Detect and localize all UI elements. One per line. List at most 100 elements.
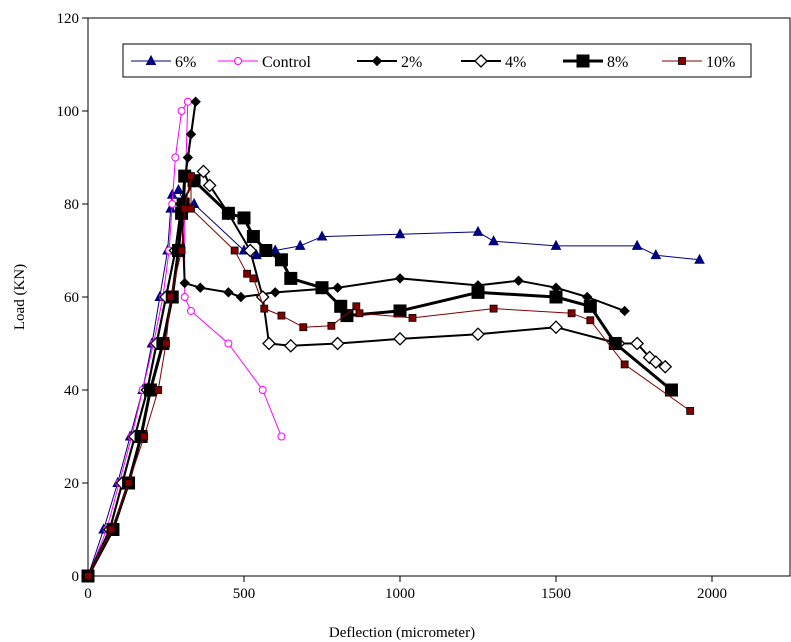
data-point bbox=[630, 336, 645, 351]
data-point bbox=[274, 253, 288, 267]
data-point bbox=[393, 331, 407, 346]
data-point bbox=[327, 321, 336, 330]
x-tick-label: 1000 bbox=[385, 586, 415, 602]
data-point bbox=[352, 302, 361, 311]
data-point bbox=[488, 235, 499, 246]
data-point bbox=[277, 311, 286, 320]
data-point bbox=[185, 129, 197, 140]
data-point bbox=[260, 304, 269, 313]
data-point bbox=[586, 316, 595, 325]
data-point bbox=[686, 407, 695, 415]
plot-area bbox=[87, 17, 791, 577]
data-point bbox=[186, 306, 195, 315]
data-point bbox=[277, 432, 286, 441]
data-point bbox=[355, 309, 364, 318]
data-point bbox=[658, 359, 673, 374]
data-point bbox=[187, 204, 195, 213]
data-point bbox=[177, 246, 186, 255]
data-point bbox=[183, 97, 192, 106]
data-point bbox=[650, 249, 662, 260]
data-point bbox=[171, 153, 180, 162]
legend-label: 10% bbox=[706, 54, 735, 71]
data-point bbox=[195, 282, 206, 293]
data-point bbox=[619, 305, 630, 317]
data-point bbox=[179, 277, 190, 289]
data-point bbox=[269, 287, 281, 298]
x-tick-label: 1500 bbox=[541, 586, 571, 602]
data-point bbox=[187, 172, 195, 181]
data-point bbox=[243, 269, 252, 278]
data-point bbox=[243, 243, 258, 258]
y-axis-title: Load (KN) bbox=[12, 264, 28, 330]
data-point bbox=[258, 386, 267, 394]
data-point bbox=[315, 281, 329, 295]
legend-item: 8% bbox=[563, 54, 628, 71]
series-line bbox=[87, 101, 282, 577]
data-point bbox=[162, 339, 170, 348]
data-point bbox=[549, 290, 563, 304]
data-point bbox=[230, 246, 239, 255]
data-point bbox=[283, 338, 298, 353]
x-tick-label: 500 bbox=[233, 586, 256, 602]
data-point bbox=[182, 152, 194, 163]
y-tick-label: 0 bbox=[72, 569, 80, 585]
y-tick-label: 20 bbox=[64, 476, 79, 492]
legend-item: Control bbox=[218, 54, 311, 71]
data-point bbox=[340, 309, 354, 323]
data-point bbox=[221, 206, 235, 220]
data-point bbox=[471, 327, 485, 342]
data-point bbox=[330, 336, 345, 351]
y-tick-label: 80 bbox=[64, 197, 79, 213]
legend-marker bbox=[371, 55, 383, 67]
data-point bbox=[284, 271, 298, 285]
data-point bbox=[259, 244, 273, 257]
data-point bbox=[154, 386, 163, 394]
data-point bbox=[567, 309, 576, 318]
data-point bbox=[262, 336, 276, 351]
data-point bbox=[408, 314, 417, 322]
y-tick-label: 60 bbox=[64, 290, 79, 306]
legend-label: 4% bbox=[505, 54, 526, 71]
data-point bbox=[251, 249, 262, 260]
data-point bbox=[224, 339, 233, 348]
data-point bbox=[489, 304, 498, 313]
data-point bbox=[177, 107, 186, 115]
data-point bbox=[513, 275, 524, 286]
data-point bbox=[583, 299, 597, 313]
data-point bbox=[694, 253, 705, 264]
data-point bbox=[235, 291, 247, 303]
data-point bbox=[550, 239, 562, 250]
data-point bbox=[107, 525, 116, 534]
legend-marker bbox=[474, 54, 488, 68]
y-tick-label: 100 bbox=[57, 104, 80, 120]
data-point bbox=[394, 273, 406, 284]
x-axis-title: Deflection (micrometer) bbox=[329, 625, 475, 641]
data-point bbox=[471, 285, 485, 299]
legend-marker bbox=[234, 57, 242, 65]
data-point bbox=[648, 355, 663, 370]
legend-label: 8% bbox=[607, 54, 628, 71]
data-point bbox=[620, 360, 629, 369]
data-point bbox=[140, 432, 149, 441]
data-point bbox=[124, 479, 133, 487]
series-line bbox=[87, 170, 666, 577]
legend-marker bbox=[576, 54, 590, 68]
data-point bbox=[631, 239, 643, 250]
x-tick-label: 0 bbox=[84, 586, 92, 602]
data-point bbox=[294, 239, 306, 250]
legend-item: 6% bbox=[131, 54, 196, 71]
y-tick-label: 120 bbox=[57, 11, 80, 27]
legend-box bbox=[122, 43, 752, 78]
data-point bbox=[472, 225, 484, 236]
data-point bbox=[84, 572, 92, 580]
data-point bbox=[393, 304, 407, 318]
data-point bbox=[173, 183, 184, 195]
legend-marker bbox=[145, 54, 157, 65]
legend-label: 6% bbox=[175, 54, 196, 71]
data-point bbox=[608, 337, 622, 350]
data-point bbox=[202, 178, 217, 193]
series-5 bbox=[84, 172, 695, 580]
series-layer bbox=[81, 96, 705, 583]
x-tick-label: 2000 bbox=[697, 586, 727, 602]
